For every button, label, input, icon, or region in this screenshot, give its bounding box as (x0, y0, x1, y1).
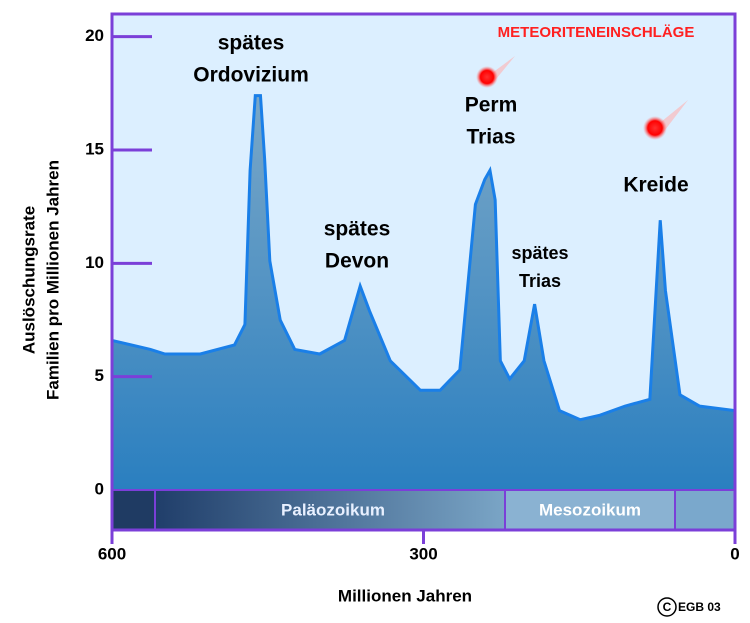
y-tick-label: 15 (85, 139, 104, 158)
event-label: Trias (466, 126, 515, 149)
credit-mark: C (663, 600, 672, 614)
meteor-icon (476, 56, 688, 140)
credit-circle (657, 597, 677, 617)
event-label: spätes (511, 243, 568, 263)
era-label: Paläozoikum (281, 500, 385, 519)
credit: EGB 03 (678, 600, 721, 614)
x-tick-label: 0 (730, 544, 739, 563)
era-label: Mesozoikum (539, 500, 641, 519)
y-tick-label: 5 (95, 366, 104, 385)
y-axis-label: Auslöschungsrate (19, 206, 38, 354)
y-axis-label: Familien pro Millionen Jahren (43, 160, 62, 400)
area-line (111, 94, 736, 422)
y-tick-label: 10 (85, 253, 104, 272)
event-label: Ordovizium (193, 64, 309, 87)
event-label: spätes (324, 218, 391, 241)
event-label: Trias (519, 271, 561, 291)
event-label: Devon (325, 250, 389, 273)
meteor-label: METEORITENEINSCHLÄGE (498, 24, 695, 41)
x-tick-label: 300 (409, 544, 437, 563)
x-tick-label: 600 (98, 544, 126, 563)
area-fill (112, 95, 735, 490)
x-axis-label: Millionen Jahren (338, 586, 472, 605)
y-tick-label: 0 (95, 479, 104, 498)
event-label: spätes (218, 32, 285, 55)
y-tick-label: 20 (85, 26, 104, 45)
event-label: Perm (465, 94, 518, 117)
event-label: Kreide (623, 174, 688, 197)
era-bar (111, 489, 736, 531)
